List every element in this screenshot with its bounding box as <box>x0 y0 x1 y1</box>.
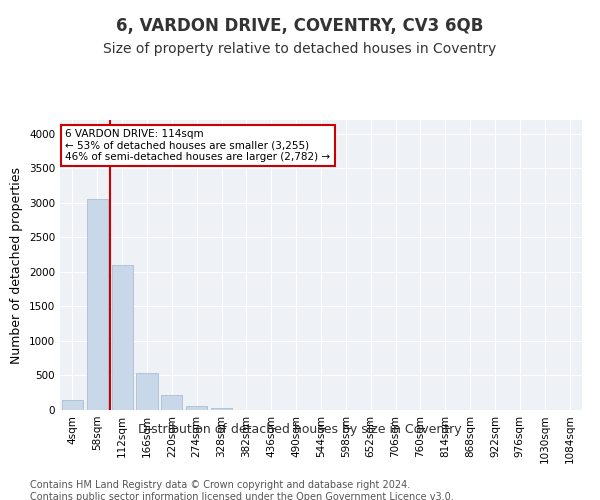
Text: Distribution of detached houses by size in Coventry: Distribution of detached houses by size … <box>138 422 462 436</box>
Bar <box>211 408 232 410</box>
Bar <box>112 265 133 410</box>
Text: Contains HM Land Registry data © Crown copyright and database right 2024.
Contai: Contains HM Land Registry data © Crown c… <box>30 480 454 500</box>
Y-axis label: Number of detached properties: Number of detached properties <box>10 166 23 364</box>
Text: 6 VARDON DRIVE: 114sqm
← 53% of detached houses are smaller (3,255)
46% of semi-: 6 VARDON DRIVE: 114sqm ← 53% of detached… <box>65 128 331 162</box>
Bar <box>136 372 158 410</box>
Text: 6, VARDON DRIVE, COVENTRY, CV3 6QB: 6, VARDON DRIVE, COVENTRY, CV3 6QB <box>116 18 484 36</box>
Bar <box>87 200 108 410</box>
Bar <box>62 400 83 410</box>
Bar <box>186 406 207 410</box>
Text: Size of property relative to detached houses in Coventry: Size of property relative to detached ho… <box>103 42 497 56</box>
Bar <box>161 395 182 410</box>
